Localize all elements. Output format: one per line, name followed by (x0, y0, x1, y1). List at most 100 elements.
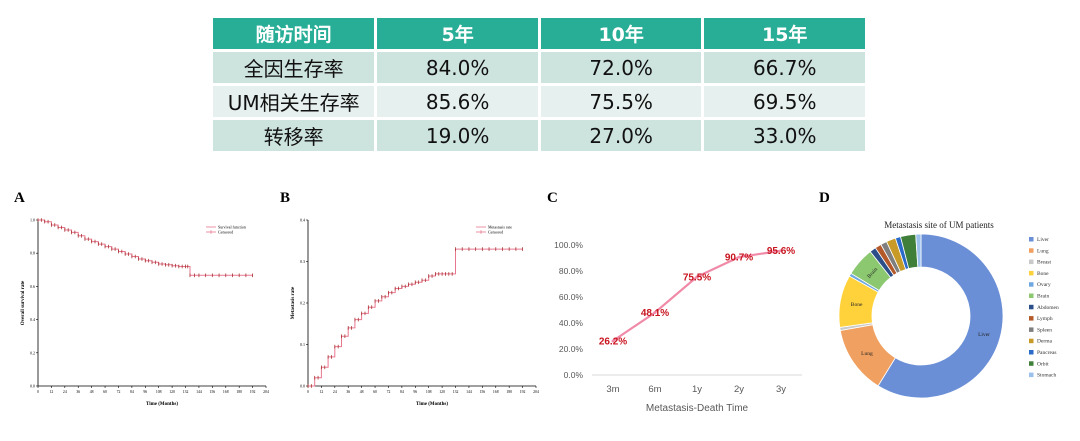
data-label: 75.5% (683, 272, 711, 283)
y-tick-label: 40.0% (559, 318, 584, 328)
data-label: 48.1% (641, 308, 669, 319)
header-10y: 10年 (540, 18, 702, 49)
y-tick-label: 0.8 (30, 251, 35, 256)
legend-swatch (1029, 304, 1034, 310)
survival-table: 随访时间 5年 10年 15年 全因生存率 84.0% 72.0% 66.7% … (210, 15, 868, 154)
metastasis-death-chart: 0.0% 20.0% 40.0% 60.0% 80.0% 100.0% 3m 6m 1y 2y 3y… (554, 240, 802, 414)
y-tick-label: 0.0% (564, 370, 584, 380)
x-tick-label: 0 (307, 390, 309, 394)
x-tick-label: 96 (143, 390, 147, 394)
y-tick-label: 0.0 (300, 384, 305, 389)
data-label: 26.2% (599, 336, 627, 347)
table-row: UM相关生存率 85.6% 75.5% 69.5% (213, 86, 865, 117)
y-tick-label: 80.0% (559, 266, 584, 276)
row-label: 转移率 (213, 120, 375, 151)
legend-label: Pancreas (1037, 350, 1057, 356)
legend-label: Breast (1037, 260, 1052, 266)
row-label: 全因生存率 (213, 52, 375, 83)
y-tick-label: 0.2 (30, 350, 35, 355)
panel-letter-b: B (280, 190, 291, 206)
x-tick-label: 96 (413, 390, 417, 394)
table-row: 转移率 19.0% 27.0% 33.0% (213, 120, 865, 151)
x-tick-label: 192 (250, 390, 256, 394)
x-tick-label: 1y (692, 384, 702, 395)
table-cell: 75.5% (540, 86, 702, 117)
legend-label: Orbit (1037, 361, 1049, 367)
legend-label: Derma (1037, 339, 1053, 345)
y-tick-label: 0.3 (300, 259, 305, 264)
legend-label: Spleen (1037, 327, 1052, 333)
legend-swatch (1029, 361, 1034, 366)
table-cell: 66.7% (704, 52, 865, 83)
metastasis-chart: 0 12 24 36 48 60 72 84 96 108 120 132 144 156 168 180 19… (291, 218, 539, 408)
legend-swatch (1029, 350, 1034, 355)
slice-label: Bone (851, 302, 863, 308)
chart-title: Metastasis site of UM patients (884, 220, 994, 230)
x-tick-label: 12 (320, 390, 324, 394)
slice-label: Lung (861, 351, 873, 357)
legend-swatch (1029, 282, 1034, 287)
panel-letter-d: D (819, 190, 830, 206)
y-tick-label: 0.0 (30, 384, 35, 389)
x-tick-label: 144 (196, 390, 202, 394)
x-tick-label: 192 (520, 390, 526, 394)
legend-swatch (1029, 372, 1034, 378)
legend-label: Abdomen (1037, 305, 1059, 311)
y-tick-label: 100.0% (554, 240, 583, 250)
table-cell: 84.0% (377, 52, 538, 83)
x-tick-label: 36 (76, 390, 80, 394)
x-tick-label: 120 (439, 390, 445, 394)
x-tick-label: 168 (223, 390, 229, 394)
table-cell: 19.0% (377, 120, 538, 151)
legend-label: Brain (1037, 294, 1049, 300)
legend-label: Bone (1037, 271, 1049, 277)
x-tick-label: 132 (183, 390, 189, 394)
x-tick-label: 108 (426, 390, 432, 394)
y-axis-label: Overall survival rate (21, 280, 26, 325)
x-tick-label: 156 (480, 390, 486, 394)
x-tick-label: 84 (400, 390, 404, 394)
x-axis-label: Metastasis-Death Time (646, 403, 749, 414)
x-tick-label: 156 (210, 390, 216, 394)
legend-label: Survival function (218, 224, 246, 229)
y-tick-label: 0.4 (300, 218, 305, 223)
x-tick-label: 204 (263, 390, 269, 394)
data-label: 90.7% (725, 253, 753, 264)
x-tick-label: 3m (606, 384, 619, 395)
x-tick-label: 120 (169, 390, 175, 394)
legend-label: Lymph (1037, 316, 1053, 322)
x-tick-label: 72 (387, 390, 391, 394)
y-tick-label: 20.0% (559, 344, 584, 354)
legend-swatch (1029, 270, 1034, 276)
legend-swatch (1029, 259, 1034, 265)
x-tick-label: 48 (360, 390, 364, 394)
metastasis-site-donut: Metastasis site of UM patients Liver Lung B… (838, 220, 1059, 399)
legend-swatch (1029, 293, 1034, 298)
legend-swatch (1029, 316, 1034, 321)
table-header-row: 随访时间 5年 10年 15年 (213, 18, 865, 49)
header-followup: 随访时间 (213, 18, 375, 49)
survival-chart: 0 12 24 36 48 60 72 84 96 108 120 132 144 156 168 180 19… (21, 218, 269, 408)
x-tick-label: 108 (156, 390, 162, 394)
y-tick-label: 0.2 (300, 301, 305, 306)
table-cell: 27.0% (540, 120, 702, 151)
data-point (737, 255, 741, 259)
header-5y: 5年 (377, 18, 538, 49)
x-tick-label: 132 (453, 390, 459, 394)
slice-label: Liver (978, 332, 990, 338)
legend-swatch (1029, 248, 1034, 253)
x-tick-label: 3y (776, 384, 786, 395)
legend-label: Lung (1037, 248, 1049, 254)
donut-slice (877, 233, 1004, 399)
x-tick-label: 60 (103, 390, 107, 394)
y-tick-label: 0.6 (30, 284, 35, 289)
data-point (611, 339, 615, 343)
data-point (779, 249, 783, 253)
x-tick-label: 144 (466, 390, 472, 394)
x-tick-label: 12 (50, 390, 54, 394)
table-cell: 85.6% (377, 86, 538, 117)
y-tick-label: 60.0% (559, 292, 584, 302)
legend-swatch (1029, 237, 1034, 242)
legend-label: Ovary (1037, 282, 1051, 288)
x-tick-label: 72 (117, 390, 121, 394)
